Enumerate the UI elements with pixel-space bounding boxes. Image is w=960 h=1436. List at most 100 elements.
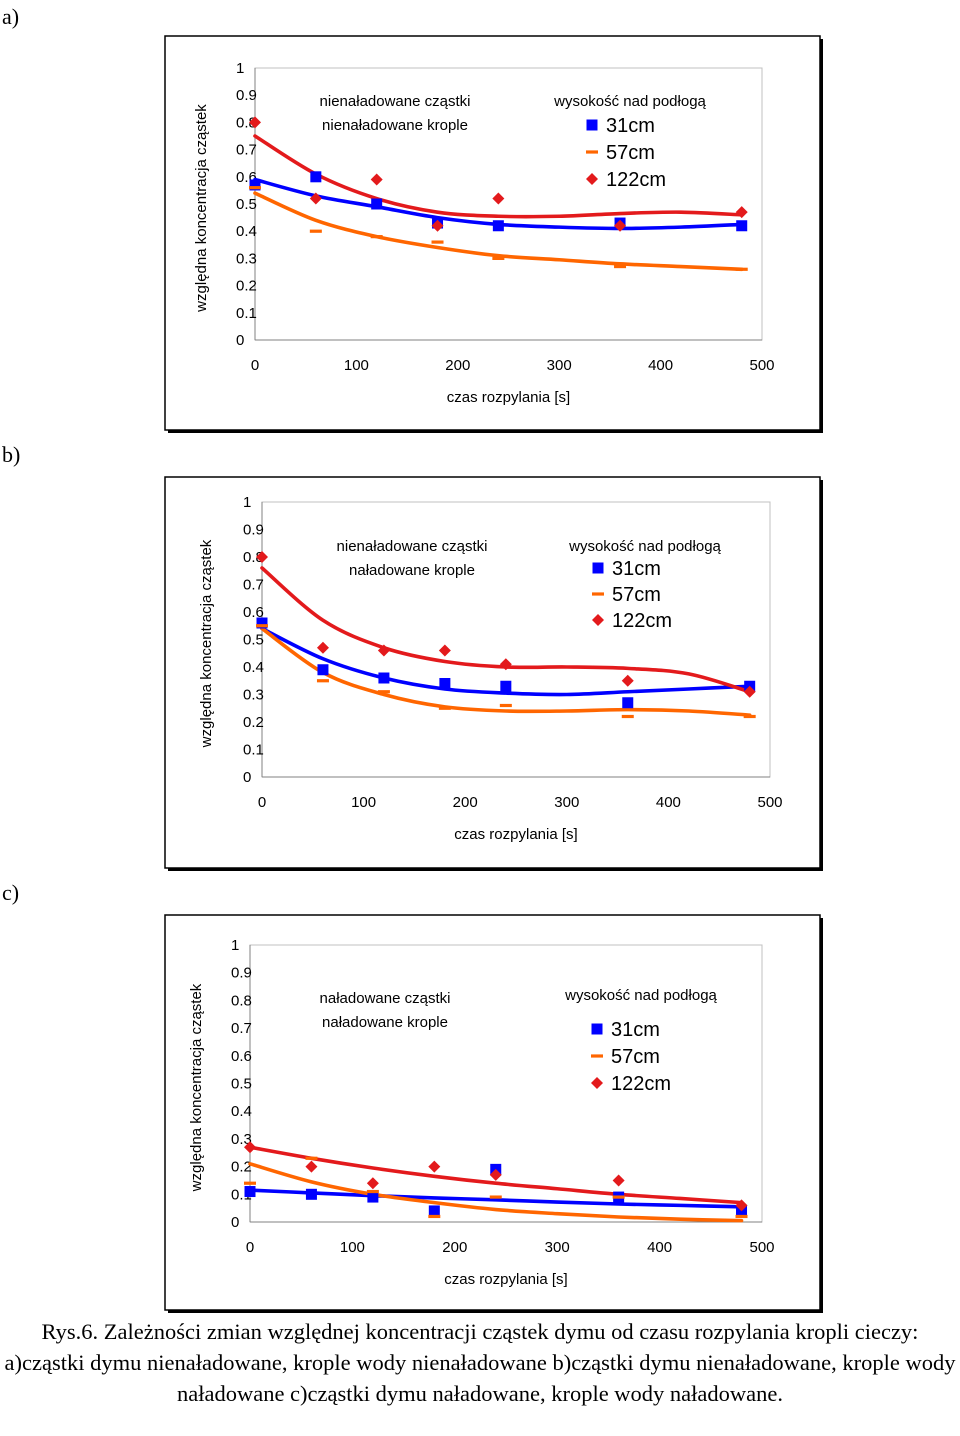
data-point-57cm bbox=[612, 1195, 625, 1199]
data-point-122cm bbox=[614, 219, 627, 232]
data-point-57cm bbox=[492, 256, 505, 260]
y-tick-label: 0.3 bbox=[236, 250, 257, 267]
chart-b: 0 0.1 0.2 0.3 0.4 0.5 0.6 0.7 0.8 0.9 1 0 100 200 300 4… bbox=[164, 476, 823, 871]
y-tick-label: 0.1 bbox=[243, 742, 264, 759]
chart-frame bbox=[164, 476, 821, 869]
y-axis-label: względna koncentracja cząstek bbox=[198, 539, 215, 748]
y-tick-label: 0.3 bbox=[231, 1131, 252, 1148]
trendline-31cm bbox=[260, 626, 752, 697]
y-tick-label: 0.2 bbox=[236, 278, 257, 295]
figure-caption: Rys.6. Zależności zmian względnej koncen… bbox=[4, 1319, 956, 1406]
legend-label-31cm: 31cm bbox=[611, 1019, 660, 1041]
data-point-57cm bbox=[249, 186, 261, 190]
chart-group: 00.10.20.30.40.50.60.70.80.910 100 200 300 4… bbox=[164, 914, 823, 1313]
x-tick-label: 200 bbox=[445, 357, 470, 374]
x-tick-label: 500 bbox=[757, 794, 782, 811]
x-tick-label: 500 bbox=[749, 357, 774, 374]
data-point-57cm bbox=[370, 235, 383, 239]
trendline-57cm bbox=[253, 191, 744, 272]
data-point-57cm bbox=[305, 1156, 318, 1160]
data-point-122cm bbox=[366, 1177, 379, 1190]
chart-subtitle: naładowane cząstki bbox=[320, 990, 451, 1007]
y-tick-label: 0 bbox=[243, 769, 251, 786]
data-point-122cm bbox=[735, 206, 748, 219]
data-point-122cm bbox=[377, 644, 390, 657]
legend-marker-122cm bbox=[592, 614, 604, 626]
trendline-122cm bbox=[248, 1145, 744, 1205]
x-axis-label: czas rozpylania [s] bbox=[447, 389, 570, 406]
data-point-31cm bbox=[622, 697, 634, 709]
chart-subtitle: nienaładowane cząstki bbox=[320, 93, 471, 110]
data-point-31cm bbox=[249, 179, 261, 191]
legend-label-57cm: 57cm bbox=[606, 142, 655, 164]
y-tick-label: 0.6 bbox=[243, 604, 264, 621]
x-tick-label: 400 bbox=[656, 794, 681, 811]
y-tick-label: 0.4 bbox=[243, 659, 264, 676]
data-point-57cm bbox=[366, 1189, 379, 1194]
y-tick-label: 0.8 bbox=[243, 549, 264, 566]
y-tick-label: 0.1 bbox=[236, 305, 257, 322]
data-point-57cm bbox=[621, 714, 634, 719]
data-point-31cm bbox=[378, 672, 390, 684]
data-point-57cm bbox=[256, 624, 268, 628]
y-tick-label: 1 bbox=[243, 494, 251, 511]
legend-label-122cm: 122cm bbox=[606, 169, 666, 191]
x-tick-label: 500 bbox=[749, 1239, 774, 1256]
legend-marker-31cm bbox=[591, 1023, 603, 1035]
data-point-122cm bbox=[735, 1199, 748, 1212]
x-tick-label: 100 bbox=[344, 357, 369, 374]
legend-label-57cm: 57cm bbox=[612, 584, 661, 606]
data-point-122cm bbox=[621, 674, 634, 687]
x-tick-label: 200 bbox=[442, 1239, 467, 1256]
data-point-57cm bbox=[735, 267, 748, 271]
data-point-122cm bbox=[489, 1168, 502, 1181]
data-point-31cm bbox=[244, 1186, 256, 1198]
y-tick-label: 0.5 bbox=[231, 1076, 252, 1093]
y-tick-label: 0 bbox=[236, 332, 244, 349]
legend-label-57cm: 57cm bbox=[611, 1046, 660, 1068]
chart-subtitle: nienaładowane krople bbox=[322, 117, 468, 134]
y-tick-label: 1 bbox=[231, 937, 239, 954]
y-axis-label: względna koncentracja cząstek bbox=[188, 983, 205, 1192]
x-tick-label: 100 bbox=[340, 1239, 365, 1256]
chart-subtitle: nienaładowane cząstki bbox=[337, 538, 488, 555]
data-point-31cm bbox=[428, 1205, 440, 1217]
data-point-57cm bbox=[428, 1214, 441, 1219]
y-tick-label: 0.7 bbox=[243, 577, 264, 594]
data-point-31cm bbox=[371, 198, 383, 210]
data-point-31cm bbox=[256, 617, 268, 629]
y-tick-label: 0.9 bbox=[231, 965, 252, 982]
panel-label-b: b) bbox=[2, 442, 21, 467]
legend-title: wysokość nad podłogą bbox=[553, 93, 706, 110]
data-point-122cm bbox=[492, 192, 505, 205]
x-tick-label: 300 bbox=[547, 357, 572, 374]
data-point-57cm bbox=[316, 679, 329, 683]
data-point-31cm bbox=[310, 171, 322, 183]
data-point-57cm bbox=[489, 1195, 502, 1199]
x-tick-label: 200 bbox=[453, 794, 478, 811]
panel-label-a: a) bbox=[2, 4, 20, 29]
data-point-122cm bbox=[428, 1160, 441, 1173]
legend-label-31cm: 31cm bbox=[612, 558, 661, 580]
legend-marker-122cm bbox=[591, 1077, 603, 1089]
x-tick-label: 0 bbox=[251, 357, 259, 374]
data-point-31cm bbox=[492, 220, 504, 232]
data-point-31cm bbox=[317, 664, 329, 676]
legend-title: wysokość nad podłogą bbox=[564, 987, 717, 1004]
x-tick-label: 300 bbox=[545, 1239, 570, 1256]
legend-marker-122cm bbox=[586, 173, 598, 185]
y-tick-label: 0.6 bbox=[231, 1048, 252, 1065]
legend-marker-57cm bbox=[586, 150, 598, 154]
data-point-57cm bbox=[309, 229, 322, 233]
x-tick-label: 400 bbox=[647, 1239, 672, 1256]
chart-frame bbox=[164, 35, 821, 431]
data-point-57cm bbox=[735, 1214, 748, 1219]
data-point-57cm bbox=[438, 706, 451, 710]
y-tick-label: 0.3 bbox=[243, 687, 264, 704]
legend-label-122cm: 122cm bbox=[612, 610, 672, 632]
x-axis-label: czas rozpylania [s] bbox=[444, 1271, 567, 1288]
data-point-122cm bbox=[249, 116, 261, 129]
data-point-122cm bbox=[309, 192, 322, 205]
chart-frame bbox=[164, 914, 821, 1311]
chart-group: 00.10.20.30.40.50.60.70.80.910 100 200 300 4… bbox=[164, 476, 823, 871]
